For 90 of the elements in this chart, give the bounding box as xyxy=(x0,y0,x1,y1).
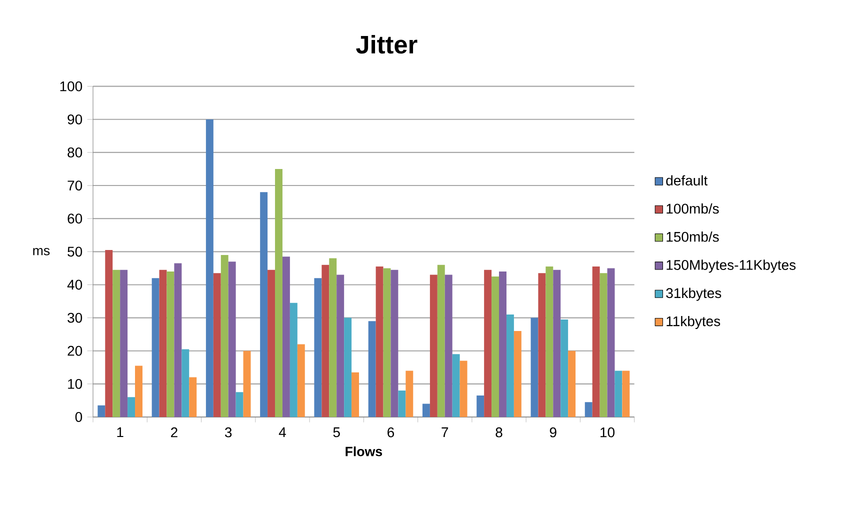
bar xyxy=(189,377,197,417)
x-tick-label: 5 xyxy=(333,427,340,438)
y-axis-title: ms xyxy=(33,248,50,256)
bar xyxy=(260,192,268,417)
y-tick-label: 40 xyxy=(67,280,82,290)
bar xyxy=(607,268,615,417)
x-tick-label: 3 xyxy=(224,427,232,438)
bar xyxy=(584,402,592,417)
y-tick-label: 80 xyxy=(68,148,82,158)
bar xyxy=(297,344,305,417)
bar xyxy=(406,370,414,417)
bar xyxy=(514,331,522,417)
bar xyxy=(174,263,182,417)
bar xyxy=(228,262,236,417)
bar xyxy=(422,404,430,417)
chart-title: Jitter xyxy=(356,35,418,54)
legend-label: 100mb/s xyxy=(666,203,719,214)
bar xyxy=(329,258,337,417)
bar xyxy=(390,270,398,417)
y-tick-label: 60 xyxy=(68,214,82,224)
bar xyxy=(236,392,244,417)
bar xyxy=(460,360,468,417)
bar xyxy=(128,397,136,417)
bar xyxy=(437,264,445,417)
bar xyxy=(159,270,167,417)
legend-label: 150Mbytes-11Kbytes xyxy=(666,260,796,273)
bar xyxy=(592,266,600,417)
bar xyxy=(600,273,608,417)
x-tick-label: 2 xyxy=(171,427,178,438)
bar xyxy=(314,278,322,417)
y-tick-label: 30 xyxy=(68,312,82,323)
bar xyxy=(622,370,630,417)
bar xyxy=(352,372,360,417)
y-tick-label: 0 xyxy=(75,412,82,422)
bar xyxy=(553,270,561,417)
x-tick-label: 10 xyxy=(600,427,615,438)
legend-label: 150mb/s xyxy=(666,232,719,242)
bar xyxy=(530,318,538,417)
bar xyxy=(322,264,330,417)
bar xyxy=(98,405,106,417)
bar xyxy=(506,314,514,417)
x-axis-title: Flows xyxy=(346,446,382,456)
bar xyxy=(568,350,576,417)
legend-label: 11kbytes xyxy=(666,316,720,329)
y-tick-label: 10 xyxy=(68,378,82,389)
bar xyxy=(430,274,438,417)
bar xyxy=(484,270,492,417)
bar xyxy=(290,302,298,417)
y-tick-label: 70 xyxy=(68,180,82,190)
bar xyxy=(213,273,221,417)
bar xyxy=(135,366,142,417)
x-tick-label: 7 xyxy=(442,427,448,438)
bar xyxy=(206,119,214,417)
legend-label: 31kbytes xyxy=(666,288,722,301)
bar xyxy=(398,390,406,417)
bar xyxy=(614,370,622,417)
bar xyxy=(499,271,506,417)
bar xyxy=(452,354,460,417)
bar xyxy=(383,268,391,417)
bar xyxy=(182,349,190,417)
bar xyxy=(376,266,384,417)
bar xyxy=(282,256,290,417)
y-tick-label: 90 xyxy=(68,114,82,124)
legend-label: default xyxy=(666,175,708,186)
x-tick-label: 4 xyxy=(278,427,286,438)
bar xyxy=(546,266,554,417)
bar xyxy=(538,273,546,417)
bar xyxy=(344,318,352,417)
x-tick-label: 1 xyxy=(117,427,124,438)
bar xyxy=(120,270,128,417)
bar xyxy=(220,254,228,417)
y-tick-label: 100 xyxy=(60,81,82,92)
bar xyxy=(444,274,452,417)
bar xyxy=(268,270,276,417)
y-tick-label: 50 xyxy=(68,246,82,257)
bar xyxy=(560,319,568,417)
bar xyxy=(152,278,160,417)
bar xyxy=(275,168,282,417)
bar xyxy=(492,276,500,417)
y-tick-label: 20 xyxy=(68,346,82,356)
bar xyxy=(336,274,344,417)
x-tick-label: 6 xyxy=(388,427,394,438)
x-tick-label: 9 xyxy=(550,427,556,438)
x-tick-label: 8 xyxy=(496,427,502,438)
bar xyxy=(476,395,484,417)
bar xyxy=(368,321,376,417)
bar xyxy=(243,350,251,417)
bar xyxy=(112,270,120,417)
bar xyxy=(105,250,113,417)
bar xyxy=(166,271,174,417)
